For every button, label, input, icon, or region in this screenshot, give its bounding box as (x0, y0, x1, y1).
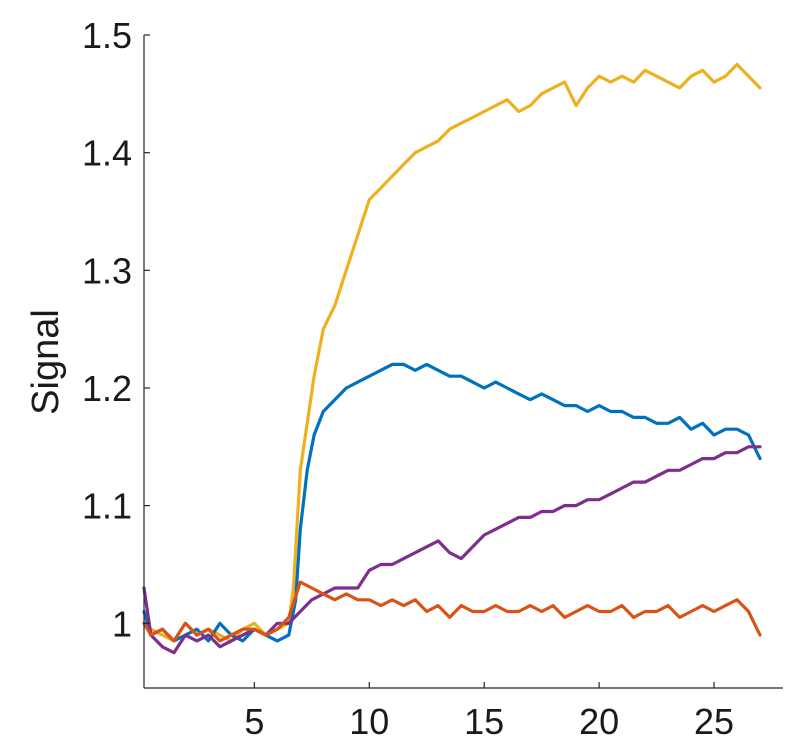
x-tick-label: 10 (349, 701, 389, 742)
series-line-blue (142, 362, 762, 643)
tick-labels: 1 1.1 1.2 1.3 1.4 1.5 5 10 15 20 25 (82, 15, 734, 742)
y-axis-label: Signal (25, 309, 67, 415)
y-tick-label: 1.3 (82, 250, 132, 291)
y-tick-label: 1 (112, 603, 132, 644)
y-tick-label: 1.1 (82, 486, 132, 527)
series-line-orange (142, 580, 762, 643)
x-tick-label: 5 (244, 701, 264, 742)
x-tick-label: 15 (464, 701, 504, 742)
axes (143, 34, 783, 689)
series-line-purple (142, 445, 762, 655)
series-group (142, 62, 762, 655)
x-tick-label: 20 (579, 701, 619, 742)
series-line-yellow (142, 62, 762, 643)
x-tick-label: 25 (694, 701, 734, 742)
y-tick-label: 1.4 (82, 133, 132, 174)
y-tick-label: 1.5 (82, 15, 132, 56)
y-tick-label: 1.2 (82, 368, 132, 409)
